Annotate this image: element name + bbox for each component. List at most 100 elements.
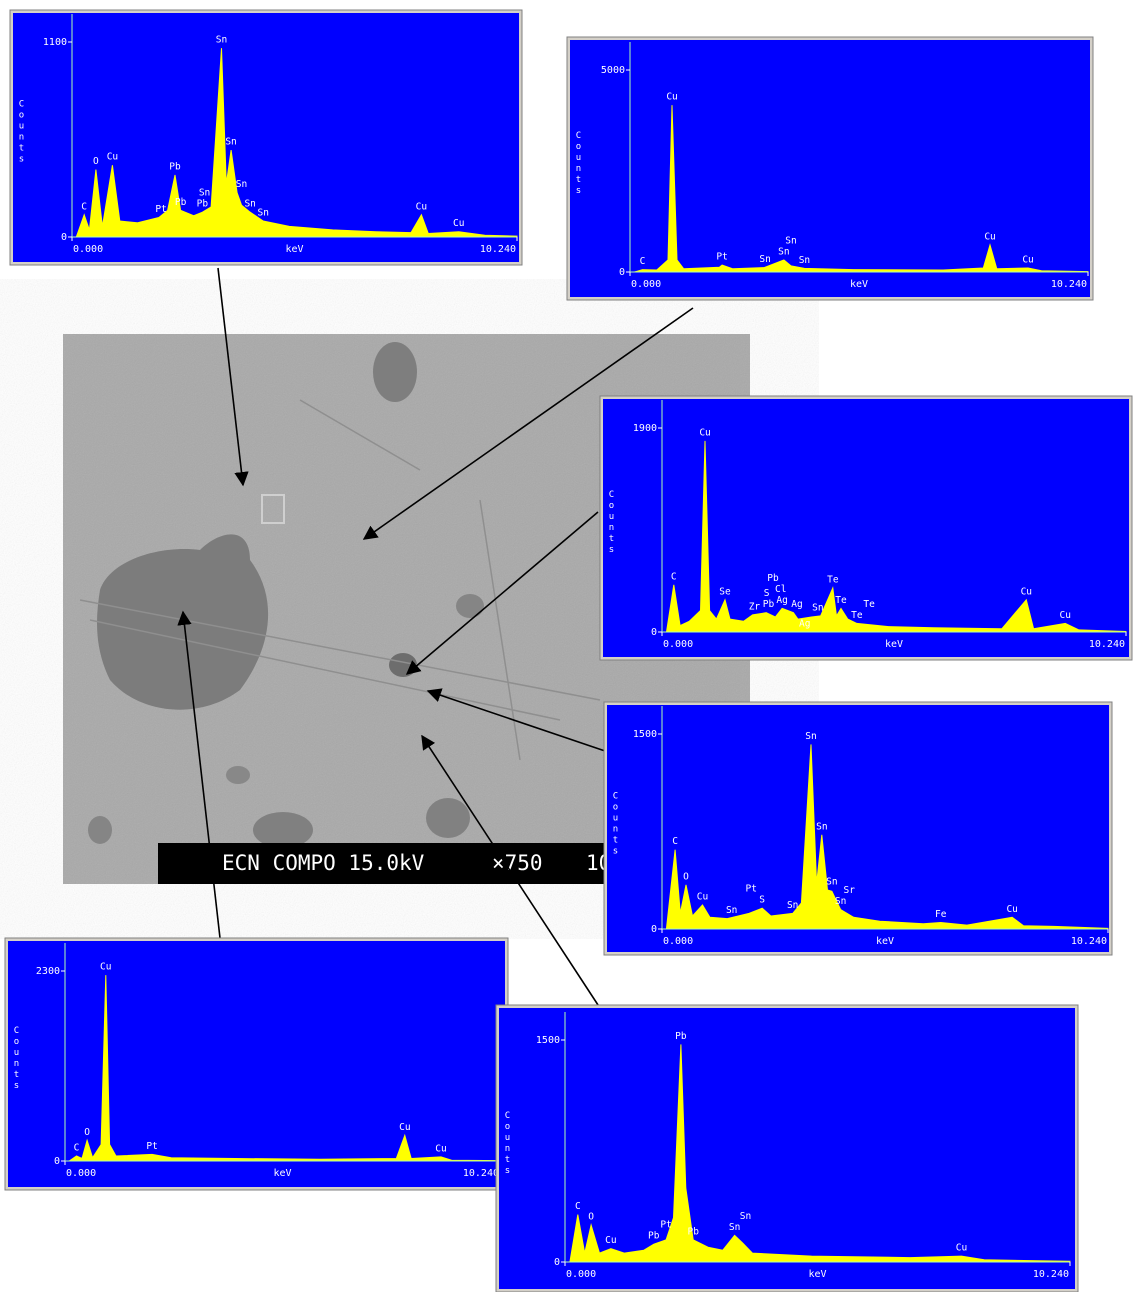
spectrum-area <box>75 48 518 238</box>
y-axis-label: Counts <box>607 490 617 556</box>
peak-label: Cu <box>1060 610 1071 621</box>
peak-label: S <box>759 895 765 906</box>
spectrum-area <box>67 975 501 1162</box>
peak-label: Pb <box>687 1226 699 1237</box>
peak-label: Cu <box>435 1143 446 1154</box>
peak-label: Fe <box>935 909 947 920</box>
peak-label: Sn <box>244 199 255 210</box>
y-tick-label: 5000 <box>601 65 625 76</box>
peak-label: Zr <box>749 601 761 612</box>
y-tick-label: 1100 <box>43 37 67 48</box>
x-tick-label: 0.000 <box>66 1168 96 1179</box>
peak-label: Sn <box>799 255 810 266</box>
x-tick-label: 10.240 <box>480 244 516 255</box>
peak-label: O <box>84 1127 90 1138</box>
peak-label: Cu <box>416 201 427 212</box>
x-axis-label: keV <box>273 1168 291 1179</box>
peak-label: Cu <box>956 1243 967 1254</box>
peak-label: Sn <box>225 137 236 148</box>
peak-label: C <box>640 256 646 267</box>
peak-label: Cu <box>100 962 111 973</box>
y-tick-label: 1900 <box>633 423 657 434</box>
peak-label: Cu <box>1006 904 1017 915</box>
peak-label: Ag <box>791 599 802 610</box>
y-tick-label: 1500 <box>633 729 657 740</box>
x-tick-label: 0.000 <box>73 244 103 255</box>
peak-label: Sn <box>726 905 737 916</box>
peak-label: Sn <box>759 254 770 265</box>
x-tick-label: 0.000 <box>663 639 693 650</box>
x-tick-label: 10.240 <box>463 1168 499 1179</box>
y-tick-label: 0 <box>651 627 657 638</box>
peak-label: Te <box>851 610 863 621</box>
peak-label: Te <box>827 574 839 585</box>
peak-label: Cu <box>605 1235 616 1246</box>
x-axis-label: keV <box>850 279 868 290</box>
peak-label: Ag <box>776 595 787 606</box>
x-tick-label: 10.240 <box>1071 936 1107 947</box>
peak-label: Pb <box>767 573 779 584</box>
x-tick-label: 10.240 <box>1089 639 1125 650</box>
y-tick-label: 2300 <box>36 966 60 977</box>
peak-label: Pt <box>716 252 727 263</box>
peak-label: Cu <box>697 891 708 902</box>
y-tick-label: 0 <box>54 1156 60 1167</box>
spectrum-chart: 0 2300 0.000 10.240 keV Counts Cu CO Pt Cu Cu <box>4 937 509 1191</box>
x-axis-label: keV <box>808 1269 826 1280</box>
peak-label: C <box>74 1143 80 1154</box>
x-tick-label: 0.000 <box>631 279 661 290</box>
x-axis-label: keV <box>876 936 894 947</box>
peak-label: Sn <box>216 35 227 46</box>
y-axis-label: Counts <box>503 1111 513 1177</box>
peak-label: Te <box>835 595 847 606</box>
peak-label: Te <box>863 599 875 610</box>
peak-label: Cu <box>107 152 118 163</box>
peak-label: Pb <box>763 599 775 610</box>
x-axis-label: keV <box>885 639 903 650</box>
peak-label: O <box>683 871 689 882</box>
x-tick-label: 10.240 <box>1033 1269 1069 1280</box>
peak-label: Pb <box>175 197 187 208</box>
peak-label: Pb <box>197 199 209 210</box>
peak-label: Sn <box>740 1211 751 1222</box>
peak-label: Pt <box>155 204 166 215</box>
peak-label: Sn <box>236 179 247 190</box>
x-tick-label: 0.000 <box>663 936 693 947</box>
peak-label: O <box>588 1212 594 1223</box>
peak-label: Sn <box>729 1222 740 1233</box>
x-tick-label: 10.240 <box>1051 279 1087 290</box>
spectrum-chart: 0 1500 0.000 10.240 keV Counts Sn Sn C O Cu S Sn Pt Sn… <box>603 701 1113 956</box>
y-axis-label: Counts <box>611 792 621 858</box>
y-tick-label: 0 <box>651 924 657 935</box>
plot-background <box>570 40 1090 297</box>
plot-background <box>603 399 1129 657</box>
peak-label: Cu <box>399 1122 410 1133</box>
y-axis-label: Counts <box>574 131 584 197</box>
peak-label: Sn <box>785 235 796 246</box>
peak-label: Cu <box>1022 254 1033 265</box>
x-tick-label: 0.000 <box>566 1269 596 1280</box>
y-tick-label: 0 <box>554 1257 560 1268</box>
y-axis-label: Counts <box>17 100 27 166</box>
peak-label: Sn <box>805 731 816 742</box>
peak-label: Sn <box>826 877 837 888</box>
peak-label: Pb <box>648 1231 660 1242</box>
spectrum-area <box>569 1044 1071 1263</box>
peak-label: C <box>575 1201 581 1212</box>
peak-label: C <box>672 836 678 847</box>
peak-label: C <box>81 201 87 212</box>
peak-label: Cu <box>453 218 464 229</box>
peak-label: Cu <box>699 427 710 438</box>
peak-label: Sn <box>835 896 846 907</box>
peak-label: Sn <box>778 246 789 257</box>
y-tick-label: 0 <box>61 232 67 243</box>
peak-label: C <box>671 571 677 582</box>
spectrum-area <box>634 105 1089 273</box>
peak-label: Pt <box>146 1141 157 1152</box>
spectrum-area <box>665 744 1109 930</box>
peak-label: Cl <box>775 584 786 595</box>
